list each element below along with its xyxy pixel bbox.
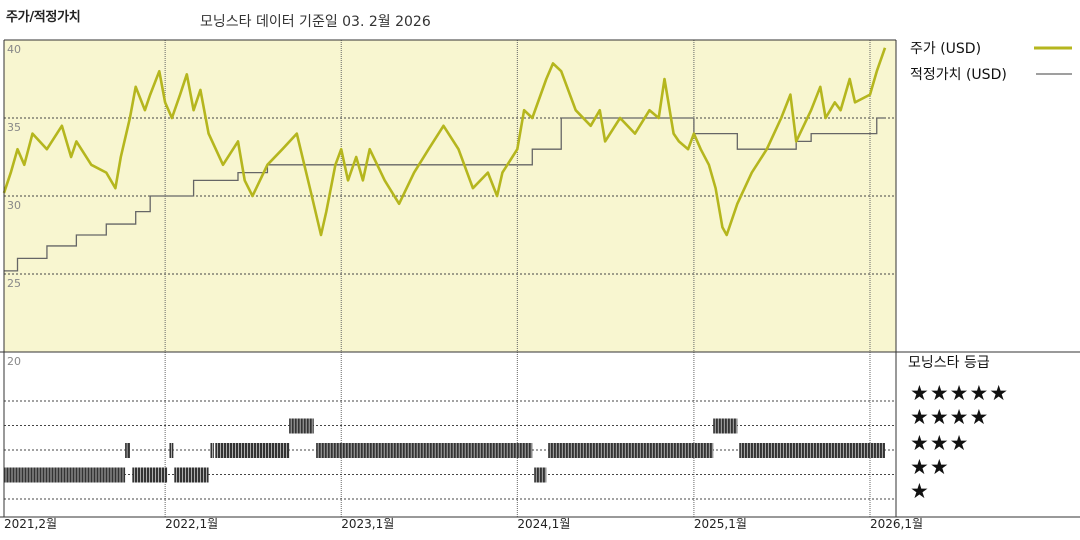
legend-price-label: 주가 (USD) <box>910 41 981 57</box>
rating-segment <box>215 443 290 458</box>
x-tick-label: 2026,1월 <box>870 517 923 531</box>
series-lines <box>2 47 887 272</box>
rating-segment <box>4 467 126 483</box>
x-tick-label: 2022,1월 <box>165 517 218 531</box>
x-axis-ticks: 2021,2월 2022,1월 2023,1월 2024,1월 2025,1월 2026,… <box>4 517 923 531</box>
chart-frame <box>0 39 1080 518</box>
y-tick-label: 25 <box>7 277 21 290</box>
rating-legend-title: 모닝스타 등급 <box>908 355 990 371</box>
rating-segment <box>316 443 533 458</box>
y-tick-label: 20 <box>7 355 21 368</box>
fair-value-line <box>4 117 885 272</box>
x-tick-label: 2023,1월 <box>341 517 394 531</box>
y-tick-label: 40 <box>7 43 21 56</box>
rating-5-stars: ★★★★★ <box>910 381 1009 405</box>
x-tick-label: 2024,1월 <box>517 517 570 531</box>
rating-1-star: ★ <box>910 479 930 503</box>
rating-4-stars: ★★★★ <box>910 405 989 429</box>
y-tick-label: 35 <box>7 121 21 134</box>
rating-segment <box>739 443 885 458</box>
rating-segment <box>210 443 214 458</box>
data-date-subtitle: 모닝스타 데이터 기준일 03. 2월 2026 <box>200 14 431 30</box>
rating-3-stars: ★★★ <box>910 431 969 455</box>
price-line <box>2 47 887 237</box>
rating-segment <box>713 418 738 434</box>
x-tick-label: 2025,1월 <box>694 517 747 531</box>
y-axis-ticks: 40 35 30 25 20 <box>7 43 21 368</box>
rating-segment <box>125 443 130 458</box>
y-tick-label: 30 <box>7 199 21 212</box>
rating-history-bars <box>4 418 885 483</box>
rating-segment <box>534 467 547 483</box>
legend-fair-value-label: 적정가치 (USD) <box>910 67 1007 83</box>
rating-2-stars: ★★ <box>910 455 950 479</box>
chart-title: 주가/적정가치 <box>6 10 81 25</box>
rating-segment <box>289 418 314 434</box>
x-tick-label: 2021,2월 <box>4 517 57 531</box>
